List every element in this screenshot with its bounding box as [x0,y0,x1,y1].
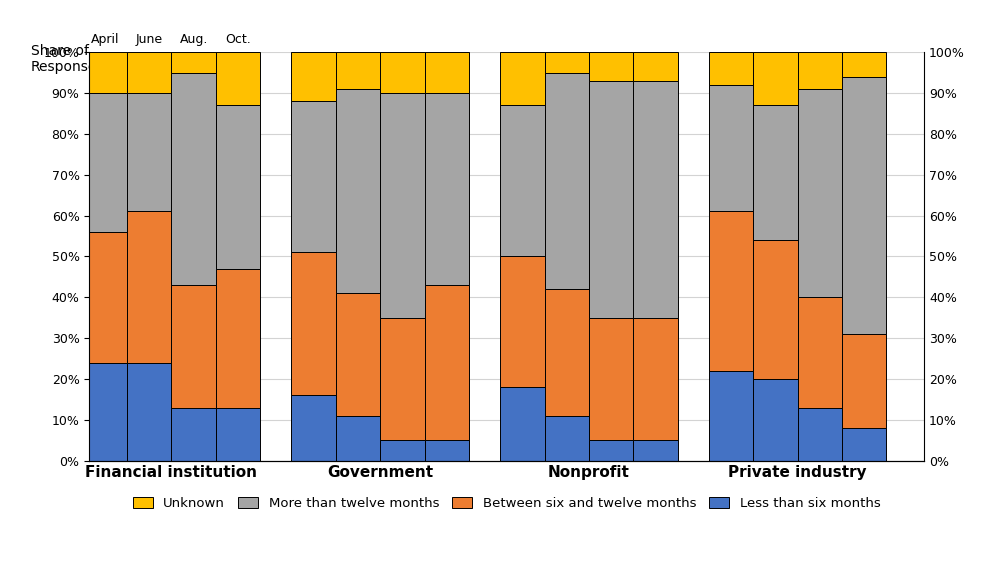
Bar [171,52,216,73]
Bar [753,240,798,379]
Bar [633,440,678,461]
Bar [589,52,633,81]
Bar [83,93,127,232]
Y-axis label: Share of
Responses: Share of Responses [31,44,104,74]
Bar [753,52,798,106]
Bar [336,293,380,416]
Text: Aug.: Aug. [179,33,208,46]
Bar [425,93,469,285]
Bar [127,212,171,363]
Bar [709,371,753,461]
Bar [842,334,886,428]
Bar [842,52,886,77]
Bar [291,52,336,101]
Text: April: April [91,33,119,46]
Bar [127,52,171,93]
Bar [291,395,336,461]
Bar [798,52,842,89]
Text: Oct.: Oct. [225,33,251,46]
Bar [425,52,469,93]
Bar [709,212,753,371]
Bar [545,416,589,461]
Bar [380,440,425,461]
Bar [798,408,842,461]
Bar [842,428,886,461]
Bar [589,440,633,461]
Legend: Unknown, More than twelve months, Between six and twelve months, Less than six m: Unknown, More than twelve months, Betwee… [128,491,886,515]
Bar [216,408,260,461]
Bar [500,106,545,257]
Bar [171,73,216,285]
Bar [216,269,260,408]
Bar [500,52,545,106]
Bar [425,440,469,461]
Bar [709,52,753,85]
Bar [171,285,216,408]
Bar [753,106,798,240]
Bar [171,408,216,461]
Bar [500,387,545,461]
Bar [798,297,842,408]
Bar [336,89,380,293]
Bar [216,106,260,269]
Bar [633,318,678,440]
Bar [291,252,336,395]
Text: June: June [136,33,163,46]
Bar [380,318,425,440]
Bar [709,85,753,212]
Bar [589,81,633,318]
Bar [127,363,171,461]
Bar [83,232,127,363]
Bar [336,416,380,461]
Bar [633,52,678,81]
Bar [425,285,469,440]
Bar [83,52,127,93]
Bar [753,379,798,461]
Bar [842,77,886,334]
Bar [545,52,589,73]
Bar [127,93,171,212]
Bar [83,363,127,461]
Bar [500,257,545,387]
Bar [380,93,425,318]
Bar [545,73,589,289]
Bar [633,81,678,318]
Bar [216,52,260,106]
Bar [589,318,633,440]
Bar [380,52,425,93]
Bar [798,89,842,297]
Bar [291,101,336,252]
Bar [545,289,589,416]
Bar [336,52,380,89]
